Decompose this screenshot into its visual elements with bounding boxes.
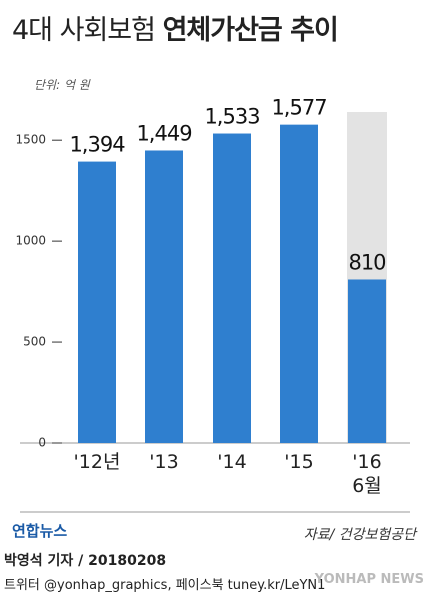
byline: 박영석 기자 / 20180208	[4, 553, 167, 569]
bar	[348, 279, 386, 443]
x-tick-label: '13	[149, 451, 179, 473]
value-label: 1,533	[204, 105, 259, 129]
x-tick-label: '12년	[73, 451, 121, 473]
logo: 연합뉴스	[12, 522, 68, 540]
title-bold: 연체가산금 추이	[162, 15, 339, 46]
source: 자료/ 건강보험공단	[303, 527, 416, 543]
y-tick-label: 0	[38, 436, 46, 450]
bar	[78, 161, 116, 443]
value-label: 810	[348, 250, 385, 274]
value-label: 1,449	[136, 121, 191, 145]
x-tick-label: '16 6월	[352, 451, 382, 497]
value-label: 1,394	[69, 133, 125, 157]
unit-label: 단위: 억 원	[34, 78, 90, 92]
bar	[145, 150, 183, 443]
watermark: YONHAP NEWS	[314, 572, 424, 587]
x-tick-label: '15	[284, 451, 314, 473]
y-tick-label: 1000	[15, 234, 46, 248]
y-tick-label: 1500	[15, 133, 46, 147]
y-tick-label: 500	[23, 335, 46, 349]
chart-title: 4대 사회보험 연체가산금 추이	[12, 8, 339, 47]
social: 트위터 @yonhap_graphics, 페이스북 tuney.kr/LeYN…	[4, 578, 326, 593]
title-regular: 4대 사회보험	[12, 15, 156, 46]
bar	[280, 124, 318, 443]
bar	[213, 133, 251, 443]
value-label: 1,577	[271, 96, 326, 120]
x-tick-label: '14	[217, 451, 247, 473]
